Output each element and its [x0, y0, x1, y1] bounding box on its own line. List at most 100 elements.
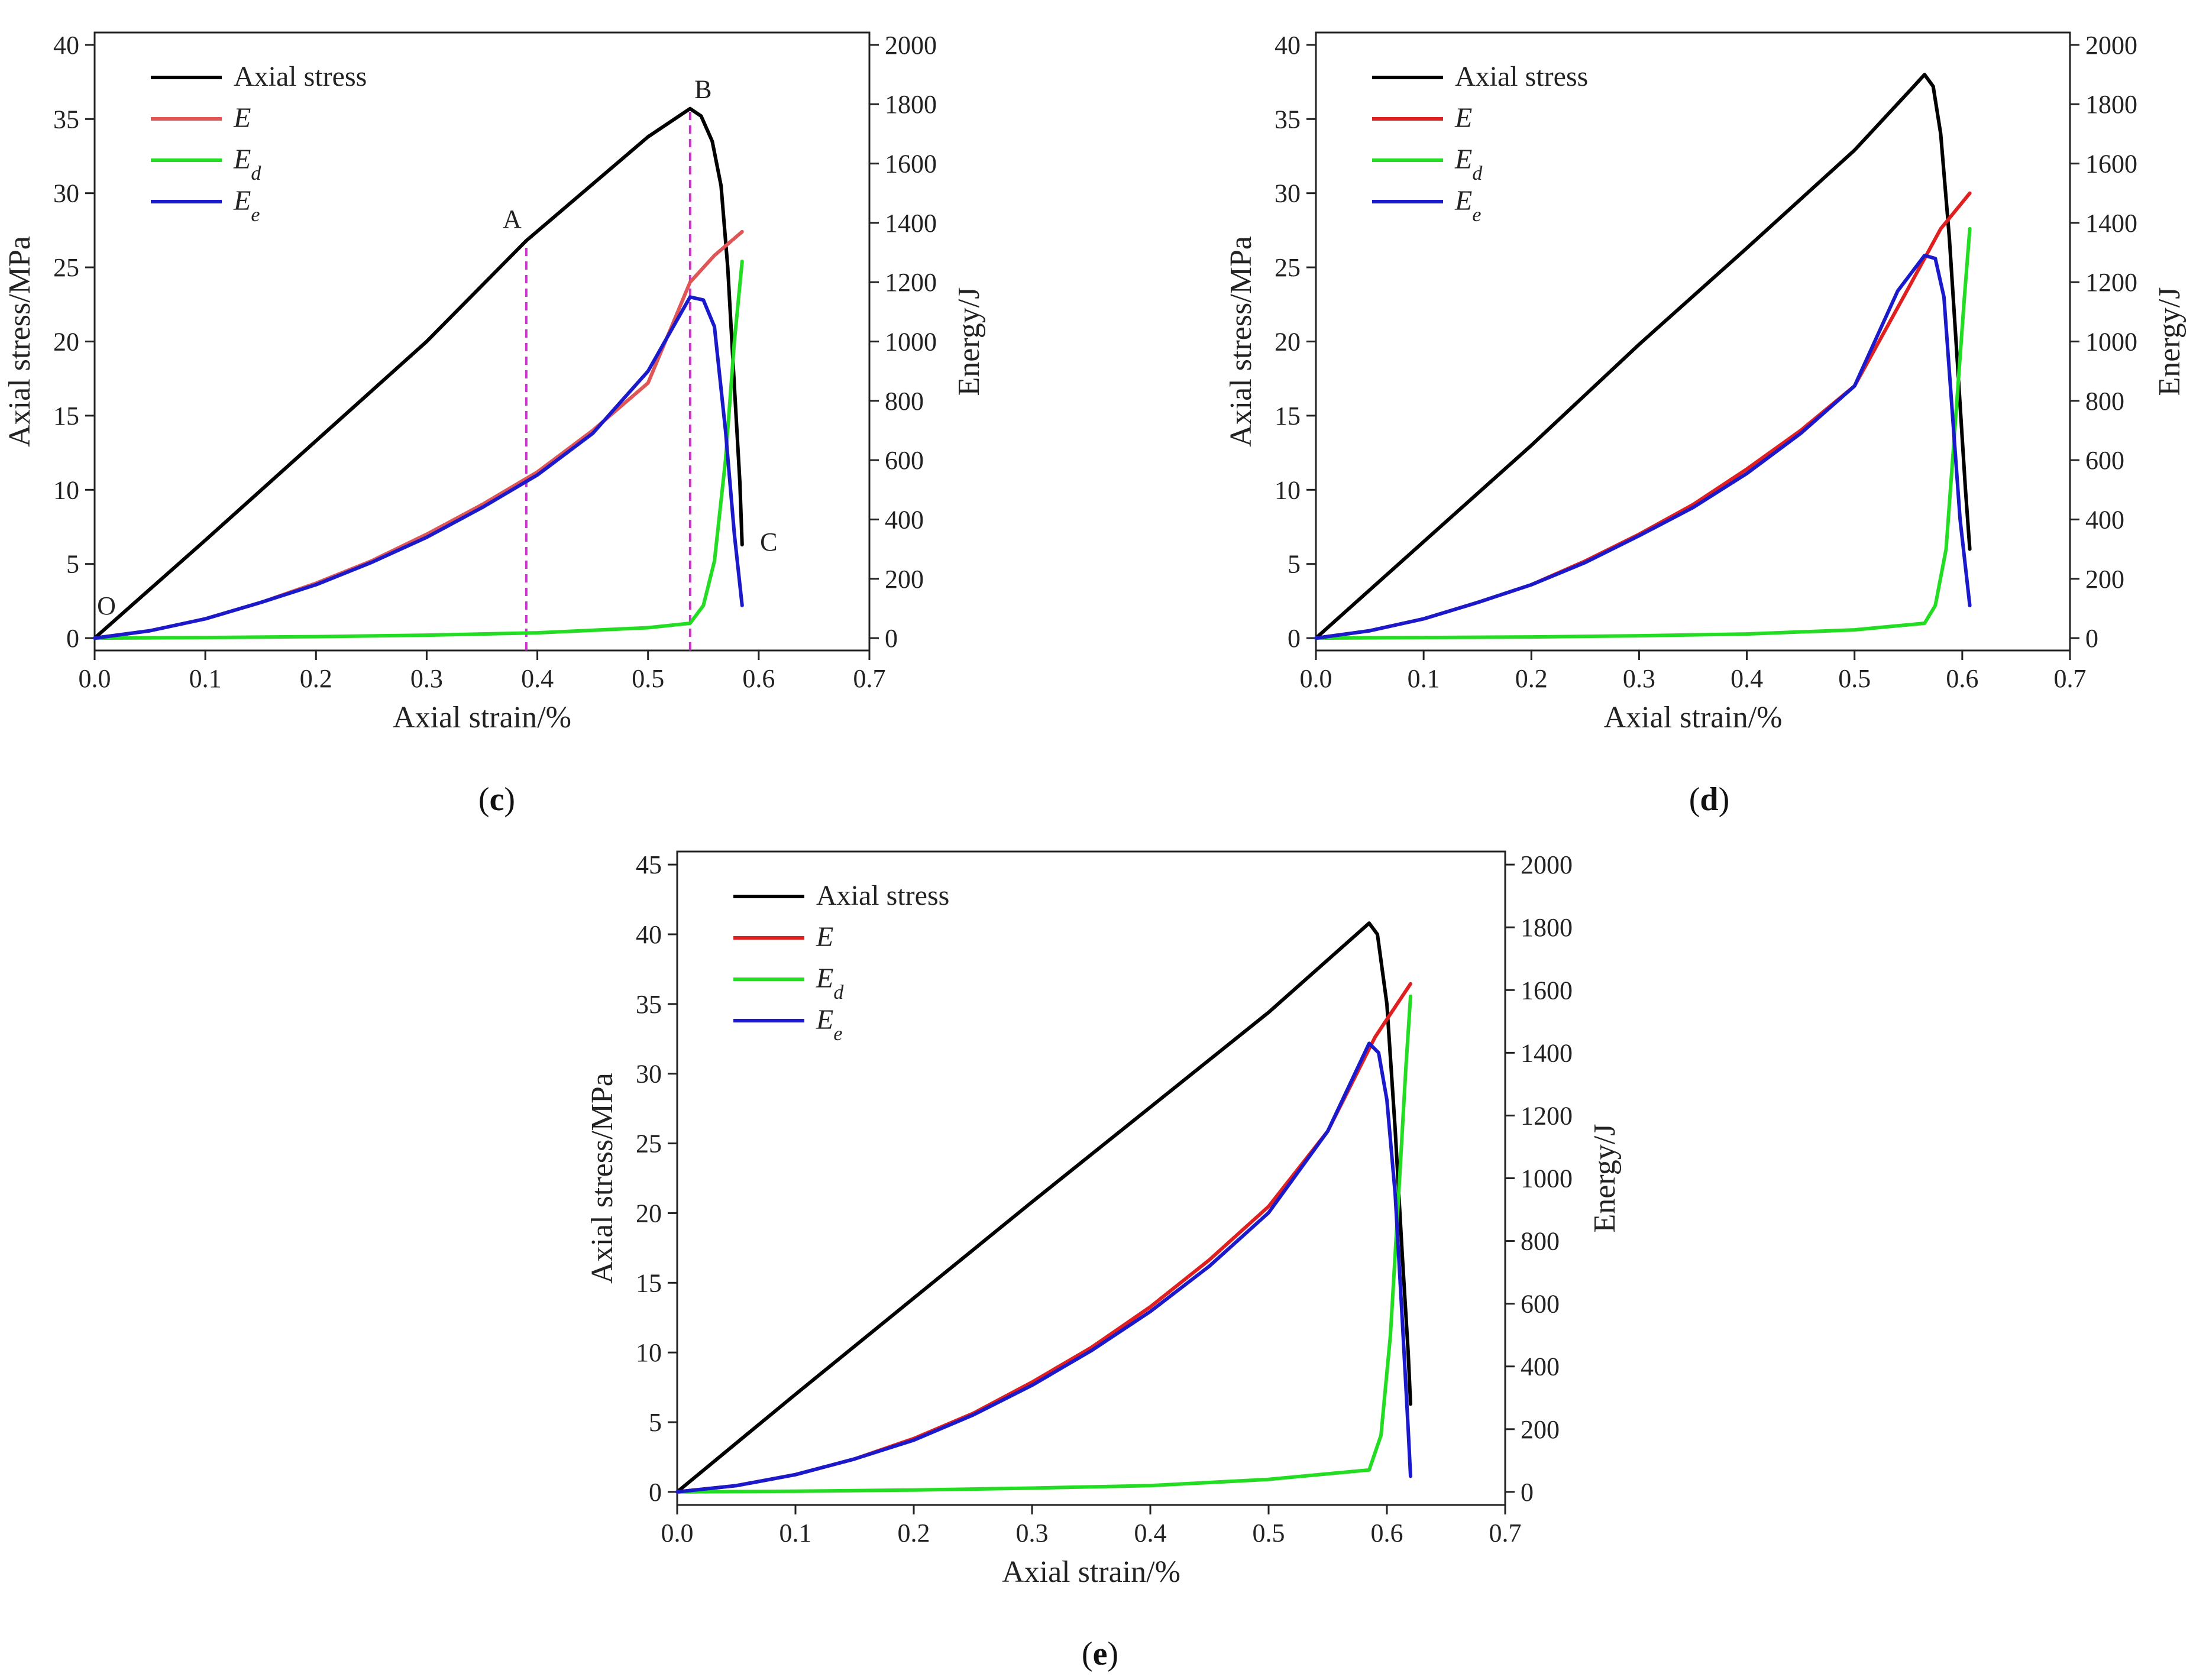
- x-tick-label: 0.7: [853, 664, 886, 693]
- marker-label-A: A: [503, 205, 522, 234]
- x-tick-label: 0.3: [410, 664, 443, 693]
- y2-tick-label: 1600: [1521, 976, 1573, 1005]
- y2-tick-label: 200: [1521, 1415, 1560, 1444]
- series-line-axial-stress: [675, 921, 1412, 1494]
- y2-tick-label: 1000: [2085, 328, 2137, 357]
- y2-tick-label: 1800: [2085, 90, 2137, 119]
- x-tick-label: 0.5: [1253, 1519, 1285, 1548]
- y-tick-label: 30: [1275, 179, 1301, 208]
- y2-axis-title: Energy/J: [2153, 287, 2186, 396]
- y-tick-label: 25: [1275, 253, 1301, 282]
- y-tick-label: 25: [636, 1129, 662, 1158]
- y2-tick-label: 600: [885, 446, 924, 475]
- series-line-axial-stress: [1314, 73, 1972, 640]
- x-axis-title: Axial strain/%: [393, 701, 571, 734]
- legend-label: E: [1454, 102, 1472, 134]
- y-tick-label: 15: [1275, 402, 1301, 430]
- y-axis-title: Axial stress/MPa: [1224, 236, 1258, 447]
- y-tick-label: 30: [53, 179, 79, 208]
- y-tick-label: 30: [636, 1060, 662, 1089]
- legend-label: Ed: [1454, 144, 1483, 184]
- x-tick-label: 0.0: [1300, 664, 1332, 693]
- y2-tick-label: 0: [885, 624, 898, 653]
- y2-tick-label: 1400: [1521, 1038, 1573, 1067]
- legend-label: Ee: [1454, 185, 1481, 226]
- series-line-E-d: [93, 260, 744, 640]
- x-tick-label: 0.5: [1838, 664, 1871, 693]
- legend-label: Ed: [233, 144, 261, 184]
- y2-tick-label: 400: [1521, 1352, 1560, 1381]
- x-tick-label: 0.0: [79, 664, 111, 693]
- y-axis-title: Axial stress/MPa: [3, 236, 37, 447]
- y2-tick-label: 1000: [885, 328, 937, 357]
- y-tick-label: 40: [53, 31, 79, 60]
- y-tick-label: 5: [649, 1408, 662, 1437]
- legend-label: Ee: [233, 185, 260, 226]
- panel-label: (e): [1082, 1636, 1118, 1672]
- plot-frame: [93, 31, 871, 652]
- y2-tick-label: 1400: [885, 209, 937, 238]
- x-tick-label: 0.4: [1134, 1519, 1167, 1548]
- y2-axis-title: Energy/J: [952, 287, 986, 396]
- y2-tick-label: 800: [885, 387, 924, 416]
- series-line-E-d: [675, 994, 1412, 1494]
- y2-tick-label: 800: [1521, 1227, 1560, 1256]
- y-tick-label: 35: [1275, 105, 1301, 134]
- x-tick-label: 0.6: [1946, 664, 1978, 693]
- x-tick-label: 0.6: [1371, 1519, 1403, 1548]
- legend-label: E: [816, 921, 833, 953]
- legend-label: Ed: [816, 963, 844, 1004]
- y2-tick-label: 1600: [2085, 150, 2137, 179]
- y2-tick-label: 2000: [885, 31, 937, 60]
- y2-tick-label: 1200: [885, 268, 937, 297]
- y-tick-label: 35: [53, 105, 79, 134]
- x-tick-label: 0.1: [1408, 664, 1440, 693]
- y-tick-label: 15: [53, 402, 79, 430]
- y2-tick-label: 200: [2085, 565, 2124, 594]
- y-axis-title: Axial stress/MPa: [586, 1073, 619, 1284]
- y-tick-label: 45: [636, 850, 662, 879]
- legend-label: Ee: [816, 1004, 842, 1045]
- y-tick-label: 20: [1275, 328, 1301, 357]
- y-tick-label: 5: [1288, 550, 1301, 579]
- y-tick-label: 10: [1275, 475, 1301, 504]
- y-tick-label: 40: [636, 920, 662, 949]
- chart-panel-c: 0.0 0.1 0.2 0.3 0.4 0.5 0.6 0.7 0 5 10 15 20 25 30 35 40…: [3, 31, 986, 818]
- marker-label-B: B: [694, 75, 711, 104]
- series-line-E-e: [93, 295, 744, 640]
- y-tick-label: 0: [1288, 624, 1301, 653]
- y2-tick-label: 600: [1521, 1290, 1560, 1319]
- y-tick-label: 0: [66, 624, 79, 653]
- y2-tick-label: 0: [2085, 624, 2098, 653]
- series-line-e: [675, 982, 1412, 1494]
- y2-tick-label: 1200: [2085, 268, 2137, 297]
- series-line-E-e: [675, 1041, 1412, 1494]
- y2-tick-label: 1400: [2085, 209, 2137, 238]
- x-tick-label: 0.4: [1731, 664, 1763, 693]
- x-tick-label: 0.0: [661, 1519, 694, 1548]
- y-tick-label: 20: [53, 328, 79, 357]
- y2-tick-label: 1800: [1521, 913, 1573, 942]
- y2-tick-label: 400: [885, 505, 924, 534]
- y-tick-label: 15: [636, 1268, 662, 1297]
- y2-tick-label: 2000: [1521, 850, 1573, 879]
- annotation-O: O: [97, 591, 116, 620]
- y2-tick-label: 1600: [885, 150, 937, 179]
- y2-tick-label: 600: [2085, 446, 2124, 475]
- y-tick-label: 20: [636, 1199, 662, 1228]
- x-tick-label: 0.4: [521, 664, 554, 693]
- y2-tick-label: 1000: [1521, 1164, 1573, 1193]
- y2-tick-label: 1200: [1521, 1101, 1573, 1130]
- chart-panel-e: 0.0 0.1 0.2 0.3 0.4 0.5 0.6 0.7 0 5 10 15 20 25 30 35 40…: [586, 850, 1622, 1672]
- x-tick-label: 0.1: [189, 664, 222, 693]
- y-tick-label: 5: [66, 550, 79, 579]
- x-tick-label: 0.1: [779, 1519, 812, 1548]
- x-tick-label: 0.2: [300, 664, 332, 693]
- legend-label: Axial stress: [234, 61, 367, 92]
- y2-tick-label: 400: [2085, 505, 2124, 534]
- y-tick-label: 35: [636, 990, 662, 1019]
- series-line-e: [93, 229, 744, 640]
- x-tick-label: 0.3: [1016, 1519, 1049, 1548]
- y2-tick-label: 0: [1521, 1478, 1534, 1507]
